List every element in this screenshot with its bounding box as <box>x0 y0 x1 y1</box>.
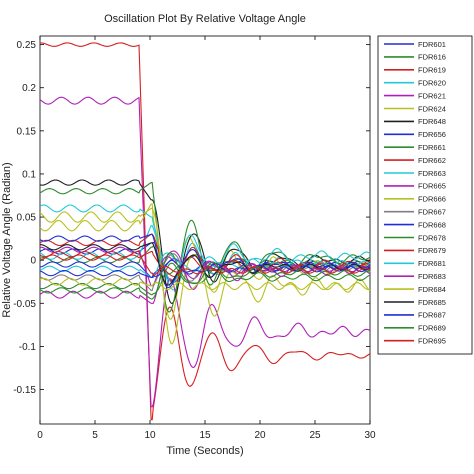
x-tick-label: 15 <box>199 430 211 441</box>
legend-label: FDR665 <box>418 182 446 191</box>
series-line-fdr666 <box>39 207 371 345</box>
legend-label: FDR648 <box>418 117 446 126</box>
legend-label: FDR695 <box>418 337 446 346</box>
legend-label: FDR656 <box>418 130 446 139</box>
legend-label: FDR619 <box>418 66 446 75</box>
y-tick-label: 0.2 <box>22 83 36 94</box>
legend-box <box>377 35 473 355</box>
legend-label: FDR687 <box>418 311 446 320</box>
legend-label: FDR661 <box>418 143 446 152</box>
series-line-fdr678 <box>39 262 371 296</box>
y-tick-label: 0.25 <box>17 40 37 51</box>
x-tick-label: 25 <box>309 430 321 441</box>
legend-label: FDR620 <box>418 79 446 88</box>
x-tick-label: 20 <box>254 430 266 441</box>
legend-label: FDR683 <box>418 272 446 281</box>
y-tick-label: 0.15 <box>17 126 37 137</box>
legend-label: FDR681 <box>418 259 446 268</box>
series-line-fdr689 <box>39 252 370 300</box>
tick-layer: 0 5 10 15 20 25 30 -0.15 -0.1 -0.05 0 0.05 0.1 0.15 0.… <box>13 36 376 441</box>
legend-label: FDR679 <box>418 246 446 255</box>
plot-area <box>39 35 371 425</box>
legend-label: FDR663 <box>418 169 446 178</box>
series-line-fdr619 <box>40 42 371 421</box>
legend-label: FDR666 <box>418 195 446 204</box>
x-tick-label: 30 <box>364 430 376 441</box>
x-tick-label: 10 <box>144 430 156 441</box>
legend-label: FDR689 <box>418 324 446 333</box>
chart-title: Oscillation Plot By Relative Voltage Ang… <box>104 13 306 25</box>
x-tick-label: 5 <box>92 430 98 441</box>
y-tick-label: 0 <box>30 256 36 267</box>
series-line-fdr683 <box>39 250 371 304</box>
y-tick-label: -0.15 <box>13 385 36 396</box>
legend-label: FDR685 <box>418 298 446 307</box>
legend-label: FDR624 <box>418 104 446 113</box>
y-axis-label: Relative Voltage Angle (Radian) <box>1 162 13 317</box>
legend: FDR601 FDR616 FDR619 FDR620 FDR621 FDR624 FDR6… <box>384 40 446 346</box>
legend-label: FDR601 <box>418 40 446 49</box>
y-tick-label: -0.1 <box>19 342 37 353</box>
legend-label: FDR678 <box>418 233 446 242</box>
series-line-fdr684 <box>39 277 371 291</box>
legend-label: FDR662 <box>418 156 446 165</box>
x-axis-label: Time (Seconds) <box>166 445 243 457</box>
legend-label: FDR621 <box>418 91 446 100</box>
series-line-fdr621 <box>39 96 371 408</box>
series-line-fdr681 <box>39 252 371 279</box>
legend-label: FDR668 <box>418 220 446 229</box>
series-layer <box>39 42 371 421</box>
legend-label: FDR616 <box>418 53 446 62</box>
legend-label: FDR667 <box>418 208 446 217</box>
x-tick-label: 0 <box>37 430 43 441</box>
legend-label: FDR684 <box>418 285 446 294</box>
y-tick-label: 0.1 <box>22 169 36 180</box>
y-tick-label: 0.05 <box>17 213 37 224</box>
series-line-fdr695 <box>39 251 371 276</box>
y-tick-label: -0.05 <box>13 299 36 310</box>
